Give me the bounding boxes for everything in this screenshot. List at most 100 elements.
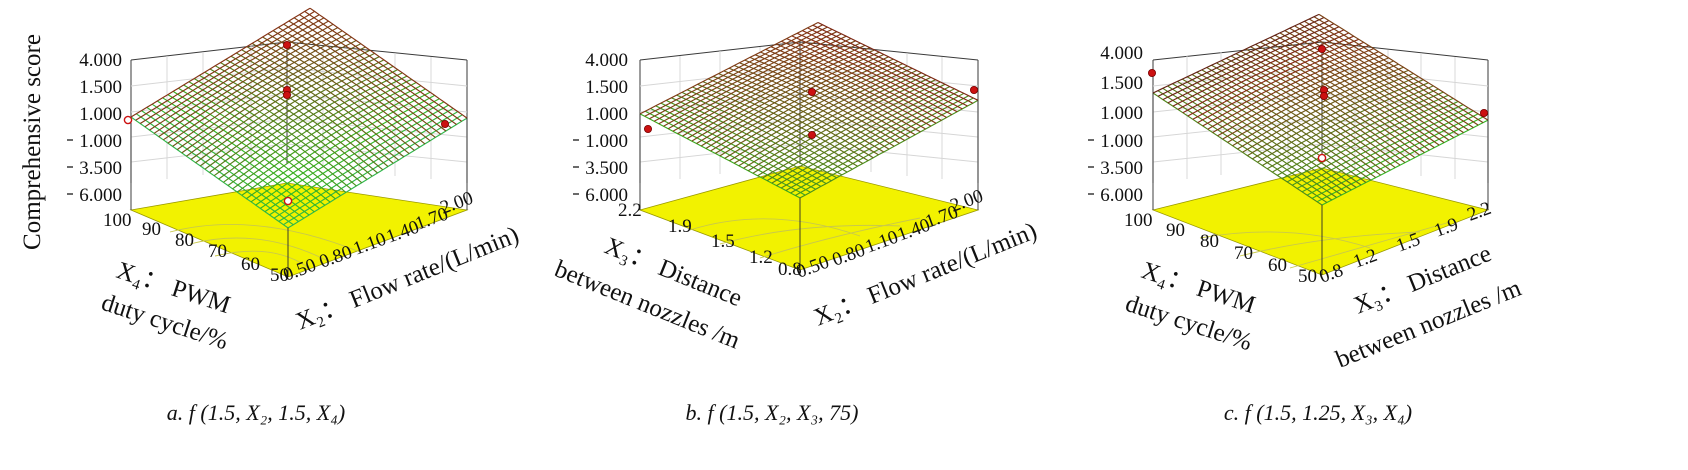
surface-mesh-line — [130, 7, 311, 118]
panel-a-x-tick: 2.00 — [438, 188, 476, 219]
surface-mesh-line — [781, 40, 942, 121]
surface-mesh-line — [241, 49, 399, 161]
panel-c-z-tick: 1.000 — [1100, 131, 1143, 152]
surface-mesh-line — [246, 46, 405, 158]
panel-a-z-ticks: 4.000 1.500 1.000 1.000 3.500 6.000 — [67, 50, 122, 206]
surface-mesh-line — [770, 46, 932, 127]
surface-mesh-line — [1177, 29, 1345, 110]
surface-mesh-line — [760, 51, 921, 133]
panel-c-z-tick: 3.500 — [1100, 158, 1143, 179]
surface-mesh-line — [1172, 26, 1340, 107]
panel-c-y-tick: 70 — [1234, 243, 1253, 264]
panel-c-z-tick: 1.000 — [1100, 103, 1143, 124]
surface-mesh-line — [225, 58, 384, 171]
panel-c-z-ticks: 4.000 1.500 1.000 1.000 3.500 6.000 — [1088, 43, 1143, 206]
surface-mesh-line — [1318, 13, 1489, 121]
surface-mesh-line — [1286, 97, 1454, 183]
panel-a-y-tick: 80 — [175, 230, 194, 251]
panel-a-y-tick: 50 — [270, 265, 289, 286]
panel-b-y-tick: 1.2 — [749, 247, 773, 268]
surface-mesh-line — [1235, 53, 1406, 164]
surface-mesh-line — [181, 43, 362, 154]
panel-c-z-tick: 6.000 — [1100, 185, 1143, 206]
panel-c-surface — [1152, 13, 1489, 275]
surface-mesh-line — [710, 56, 889, 152]
surface-mesh-line — [1157, 16, 1325, 97]
surface-mesh-line — [796, 32, 958, 113]
surface-mesh-line — [167, 33, 348, 144]
surface-mesh-line — [653, 28, 833, 122]
surface-mesh-line — [733, 64, 895, 147]
panel-b-design-points — [644, 86, 979, 139]
surface-mesh-line — [1252, 76, 1419, 160]
surface-mesh-line — [162, 30, 343, 141]
surface-mesh-line — [283, 23, 442, 135]
surface-mesh-line — [644, 24, 823, 117]
panel-c-z-tick: 4.000 — [1100, 43, 1143, 64]
surface-mesh-line — [728, 67, 890, 150]
panel-a-z-tick: 4.000 — [79, 50, 122, 71]
surface-mesh-line — [262, 36, 420, 148]
surface-mesh-line — [1152, 13, 1320, 94]
surface-mesh-line — [649, 26, 828, 120]
surface-mesh-line — [791, 35, 953, 116]
panel-a-z-tick: 1.000 — [79, 131, 122, 152]
panel-c-y-tick: 100 — [1124, 210, 1153, 231]
panel-c-z-tick: 1.500 — [1100, 73, 1143, 94]
surface-mesh-line — [299, 14, 457, 125]
panel-c-y-tick: 60 — [1268, 255, 1287, 276]
surface-mesh-line — [667, 35, 847, 130]
surface-mesh-line — [199, 56, 380, 167]
surface-mesh-line — [672, 37, 852, 132]
surface-mesh-line — [172, 90, 331, 203]
surface-mesh-line — [705, 53, 885, 149]
panel-c-y-tick: 90 — [1166, 220, 1185, 241]
surface-mesh-line — [1250, 46, 1420, 156]
surface-mesh-line — [700, 51, 880, 147]
surface-mesh-line — [1304, 20, 1474, 129]
surface-mesh-line — [1232, 63, 1399, 147]
surface-mesh-line — [1227, 60, 1394, 143]
panel-a-y-tick: 90 — [142, 219, 161, 240]
panel-b-z-ticks: 4.000 1.500 1.000 1.000 3.500 6.000 — [573, 50, 628, 206]
panel-b-z-tick: 1.000 — [585, 104, 628, 125]
surface-mesh-line — [1313, 16, 1484, 124]
panel-a-y-ticks: 100 90 80 70 60 50 — [103, 210, 289, 286]
panel-a: 4.000 1.500 1.000 1.000 3.500 6.000 100 … — [67, 7, 523, 425]
surface-mesh-line — [139, 14, 320, 124]
panel-a-z-minus-marks — [67, 139, 73, 195]
panel-a-y-tick: 70 — [208, 241, 227, 262]
surface-mesh-line — [1222, 57, 1389, 140]
surface-mesh-line — [1265, 39, 1435, 149]
panel-a-surface — [130, 7, 468, 277]
panel-c: 4.000 1.500 1.000 1.000 3.500 6.000 100 … — [1088, 13, 1526, 425]
surface-mesh-line — [172, 36, 352, 147]
panel-a-z-tick: 3.500 — [79, 158, 122, 179]
surface-mesh-line — [677, 40, 856, 135]
surface-mesh-line — [714, 58, 894, 154]
surface-mesh-line — [236, 52, 394, 164]
panel-a-y-tick: 100 — [103, 210, 132, 231]
surface-mesh-line — [1182, 32, 1350, 114]
panel-a-y-tick: 60 — [241, 254, 260, 275]
surface-mesh-line — [1279, 32, 1450, 141]
panel-b-x-tick: 2.00 — [948, 186, 986, 217]
panel-c-y-ticks: 100 90 80 70 60 50 — [1124, 210, 1317, 287]
surface-mesh-line — [1212, 51, 1379, 133]
panel-a-design-points — [123, 41, 449, 206]
surface-mesh-line — [144, 17, 325, 128]
surface-mesh-line — [1207, 48, 1374, 130]
surface-mesh-line — [1217, 54, 1384, 137]
surface-mesh-line — [765, 48, 926, 130]
surface-mesh-line — [1284, 30, 1455, 139]
panel-b-y-tick: 1.9 — [668, 216, 692, 237]
surface-mesh-line — [1281, 94, 1449, 180]
z-axis-title: Comprehensive score — [19, 34, 46, 250]
surface-mesh-line — [1167, 23, 1335, 104]
panel-b-z-tick: 1.000 — [585, 131, 628, 152]
surface-mesh-line — [807, 27, 968, 107]
surface-mesh-line — [812, 24, 974, 104]
panel-b-y-ticks: 2.2 1.9 1.5 1.2 0.8 — [618, 200, 802, 280]
surface-mesh-line — [230, 55, 389, 167]
